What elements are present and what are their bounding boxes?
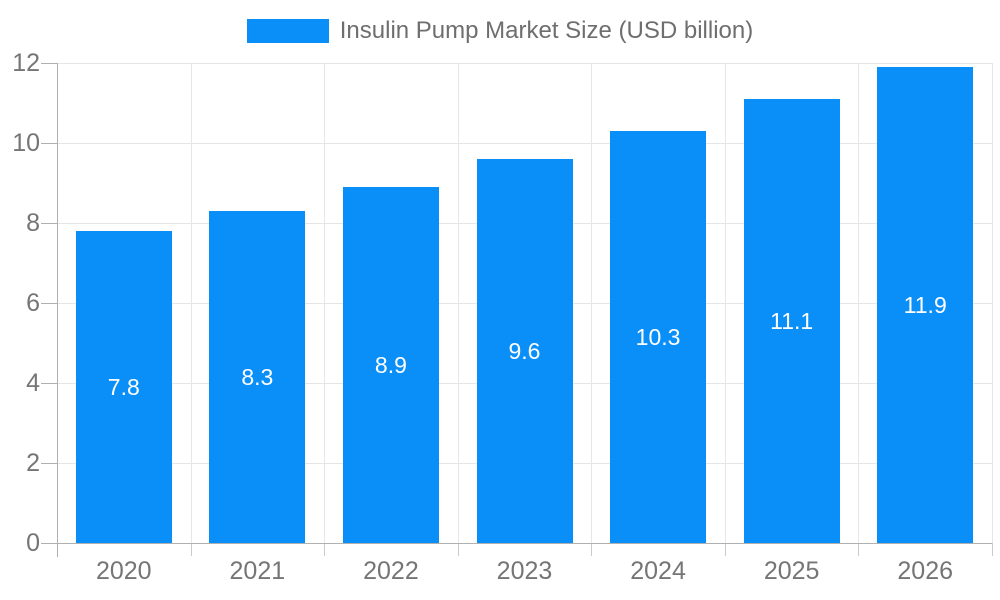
bar-value-label: 7.8 (107, 373, 140, 400)
y-axis-label: 8 (26, 209, 40, 237)
bar: 11.1 (743, 99, 840, 543)
bar-value-label: 11.1 (770, 307, 814, 334)
bar-value-label: 8.9 (374, 351, 407, 378)
x-axis-label: 2023 (496, 557, 553, 585)
y-gridline (57, 143, 992, 144)
x-axis-label: 2026 (897, 557, 954, 585)
bar-value-label: 8.3 (241, 363, 274, 390)
y-axis-label: 10 (12, 129, 40, 157)
x-axis-label: 2022 (363, 557, 419, 585)
x-tick-mark (992, 543, 993, 556)
x-gridline (992, 63, 993, 543)
y-tick-mark (41, 303, 57, 304)
bar: 8.9 (342, 187, 439, 543)
y-tick-mark (41, 463, 57, 464)
bar: 8.3 (209, 211, 306, 543)
bar-value-label: 10.3 (635, 323, 681, 350)
x-gridline (591, 63, 593, 543)
x-tick-mark (858, 543, 860, 556)
bar: 7.8 (75, 231, 172, 543)
bar: 10.3 (610, 131, 707, 543)
x-tick-mark (724, 543, 726, 556)
legend[interactable]: Insulin Pump Market Size (USD billion) (0, 18, 1000, 44)
y-axis-label: 2 (26, 449, 40, 477)
y-axis-label: 4 (26, 369, 40, 397)
y-tick-mark (41, 143, 57, 144)
y-tick-mark (41, 223, 57, 224)
y-axis-label: 12 (12, 49, 40, 77)
x-tick-mark (591, 543, 593, 556)
y-tick-mark (41, 63, 57, 64)
x-gridline (457, 63, 459, 543)
x-gridline (190, 63, 192, 543)
bar-value-label: 11.9 (903, 291, 947, 318)
x-tick-mark (324, 543, 326, 556)
y-tick-mark (41, 383, 57, 384)
x-axis-line (57, 543, 992, 544)
legend-label: Insulin Pump Market Size (USD billion) (339, 17, 754, 44)
bar: 11.9 (877, 67, 974, 543)
x-gridline (324, 63, 326, 543)
y-gridline (57, 63, 992, 64)
x-gridline (858, 63, 860, 543)
x-axis-label: 2021 (229, 557, 286, 585)
x-tick-mark (457, 543, 459, 556)
x-axis-label: 2025 (763, 557, 820, 585)
y-tick-mark (41, 543, 57, 544)
y-axis-label: 6 (26, 289, 40, 317)
x-axis-label: 2020 (95, 557, 152, 585)
y-axis-label: 0 (26, 529, 40, 557)
bar: 9.6 (476, 159, 573, 543)
y-axis-line (57, 63, 58, 557)
legend-swatch-icon (246, 19, 329, 43)
x-tick-mark (190, 543, 192, 556)
bar-value-label: 9.6 (508, 337, 541, 364)
x-axis-label: 2024 (630, 557, 686, 585)
x-gridline (724, 63, 726, 543)
